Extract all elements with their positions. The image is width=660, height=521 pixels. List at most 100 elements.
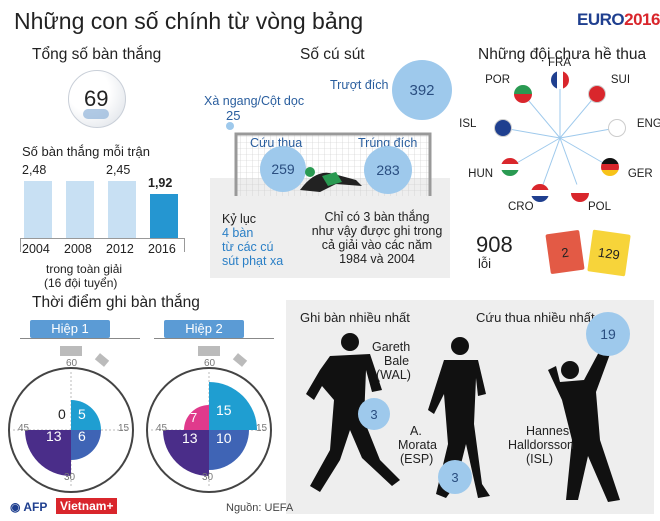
half2-q4-value: 7 xyxy=(190,410,198,425)
only-line-4: 1984 và 2004 xyxy=(339,252,415,266)
flag-hun-icon xyxy=(500,158,519,176)
half2-q1-wedge xyxy=(209,382,257,430)
only-line-3: cả giải vào các năm xyxy=(321,238,433,252)
post-value: 25 xyxy=(226,108,241,123)
bar-value-2012: 2,45 xyxy=(106,163,131,177)
top-saver-header: Cứu thua nhiều nhất xyxy=(476,310,595,325)
euro2016-logo: EURO2016 xyxy=(577,10,660,30)
team-label-eng: ENG xyxy=(636,118,660,131)
post-dot xyxy=(226,122,234,130)
bale-bubble: 3 xyxy=(358,398,390,430)
bar-year-2008: 2008 xyxy=(64,242,92,256)
team-label-fra: FRA xyxy=(548,57,571,69)
ball-stripe xyxy=(83,109,109,119)
half2-stopwatch xyxy=(146,346,272,493)
flag-cro-icon xyxy=(531,183,550,202)
shots-header: Số cú sút xyxy=(300,46,365,63)
h2-tick-top: 60 xyxy=(204,358,216,369)
bracket-left xyxy=(20,238,21,252)
fouls-label: lỗi xyxy=(478,256,492,271)
bar-year-2004: 2004 xyxy=(22,242,50,256)
total-goals-header: Tổng số bàn thắng xyxy=(32,46,162,63)
page-title: Những con số chính từ vòng bảng xyxy=(14,8,364,34)
yellow-card: 129 xyxy=(587,229,631,277)
bar-2012 xyxy=(108,181,136,238)
morata-line-3: (ESP) xyxy=(400,452,434,466)
half1-stopwatch xyxy=(8,346,134,493)
team-label-isl: ISL xyxy=(459,118,477,131)
h1-tick-top: 60 xyxy=(66,358,78,369)
half2-tag-line xyxy=(154,338,274,339)
goalkeeper-icon xyxy=(300,167,362,192)
bale-silhouette xyxy=(306,333,400,492)
hannes-line-3: (ISL) xyxy=(526,452,554,466)
on-target-label: Trúng đích xyxy=(358,136,418,150)
halldorsson-silhouette xyxy=(548,350,620,502)
flag-isl-icon xyxy=(493,118,512,137)
flag-por-icon xyxy=(513,84,532,103)
per-match-note-2: (16 đội tuyển) xyxy=(44,276,118,290)
red-card: 2 xyxy=(545,229,585,275)
half1-q1-wedge xyxy=(71,400,101,430)
saved-bubble: 259 xyxy=(260,146,306,192)
half2-q3-wedge xyxy=(163,430,209,476)
team-label-por: POR xyxy=(485,74,511,87)
flag-pol-icon xyxy=(570,183,589,202)
half1-q1-value: 5 xyxy=(78,406,86,422)
half1-q3-value: 13 xyxy=(46,428,62,444)
record-line-1: Kỷ lục xyxy=(222,212,257,226)
half2-q2-value: 10 xyxy=(216,430,232,446)
morata-line-1: A. xyxy=(410,424,422,438)
bale-line-1: Gareth xyxy=(372,340,411,354)
only-line-2: như vậy được ghi trong xyxy=(311,224,443,238)
year-text: 2016 xyxy=(624,10,660,29)
morata-bubble: 3 xyxy=(438,460,472,494)
only-line-1: Chỉ có 3 bàn thắng xyxy=(324,210,430,224)
fouls-value: 908 xyxy=(476,232,513,257)
half1-q2-wedge xyxy=(71,430,101,460)
bracket-right xyxy=(184,238,185,252)
half2-tag: Hiệp 2 xyxy=(164,320,244,338)
timing-header: Thời điểm ghi bàn thắng xyxy=(32,294,200,311)
bar-2016 xyxy=(150,194,178,238)
flag-fra-icon xyxy=(551,71,569,89)
total-goals-value: 69 xyxy=(84,86,109,111)
bars-baseline xyxy=(20,238,185,239)
top-scorer-header: Ghi bàn nhiều nhất xyxy=(300,310,410,325)
h2-tick-right: 15 xyxy=(256,423,268,434)
per-match-header: Số bàn thắng mỗi trận xyxy=(22,144,150,159)
half1-tag: Hiệp 1 xyxy=(30,320,110,338)
flag-eng-icon xyxy=(608,118,627,137)
euro-text: EURO xyxy=(577,10,625,29)
bar-value-2016: 1,92 xyxy=(148,176,173,190)
h2-tick-bottom: 30 xyxy=(202,472,214,483)
half2-q2-wedge xyxy=(209,430,249,470)
team-label-pol: POL xyxy=(587,200,611,213)
afp-logo: ◉ AFP xyxy=(10,500,48,514)
h1-tick-bottom: 30 xyxy=(64,472,76,483)
bale-line-3: (WAL) xyxy=(376,368,411,382)
team-label-hun: HUN xyxy=(468,168,494,180)
source-note: Nguồn: UEFA xyxy=(226,502,294,514)
off-target-label: Trượt đích xyxy=(330,78,389,92)
h1-tick-right: 15 xyxy=(118,423,130,434)
bar-2008 xyxy=(66,181,94,238)
team-label-sui: SUI xyxy=(610,74,631,87)
hannes-line-2: Halldorsson xyxy=(508,438,575,452)
bale-line-2: Bale xyxy=(384,354,410,368)
hannes-line-1: Hannes xyxy=(526,424,570,438)
bar-value-2004: 2,48 xyxy=(22,163,47,177)
h1-tick-left: 45 xyxy=(18,423,30,434)
half1-q2-value: 6 xyxy=(78,428,86,444)
bar-2004 xyxy=(24,181,52,238)
off-target-bubble: 392 xyxy=(392,60,452,120)
half2-q1-value: 15 xyxy=(216,402,232,418)
h2-tick-left: 45 xyxy=(156,423,168,434)
flag-ger-icon xyxy=(601,158,620,176)
bar-year-2016: 2016 xyxy=(148,242,176,256)
half1-q3-wedge xyxy=(25,430,71,476)
bar-year-2012: 2012 xyxy=(106,242,134,256)
record-line-3: từ các cú xyxy=(222,240,274,254)
team-label-cro: CRO xyxy=(508,200,534,213)
half1-q4-value: 0 xyxy=(58,406,66,422)
